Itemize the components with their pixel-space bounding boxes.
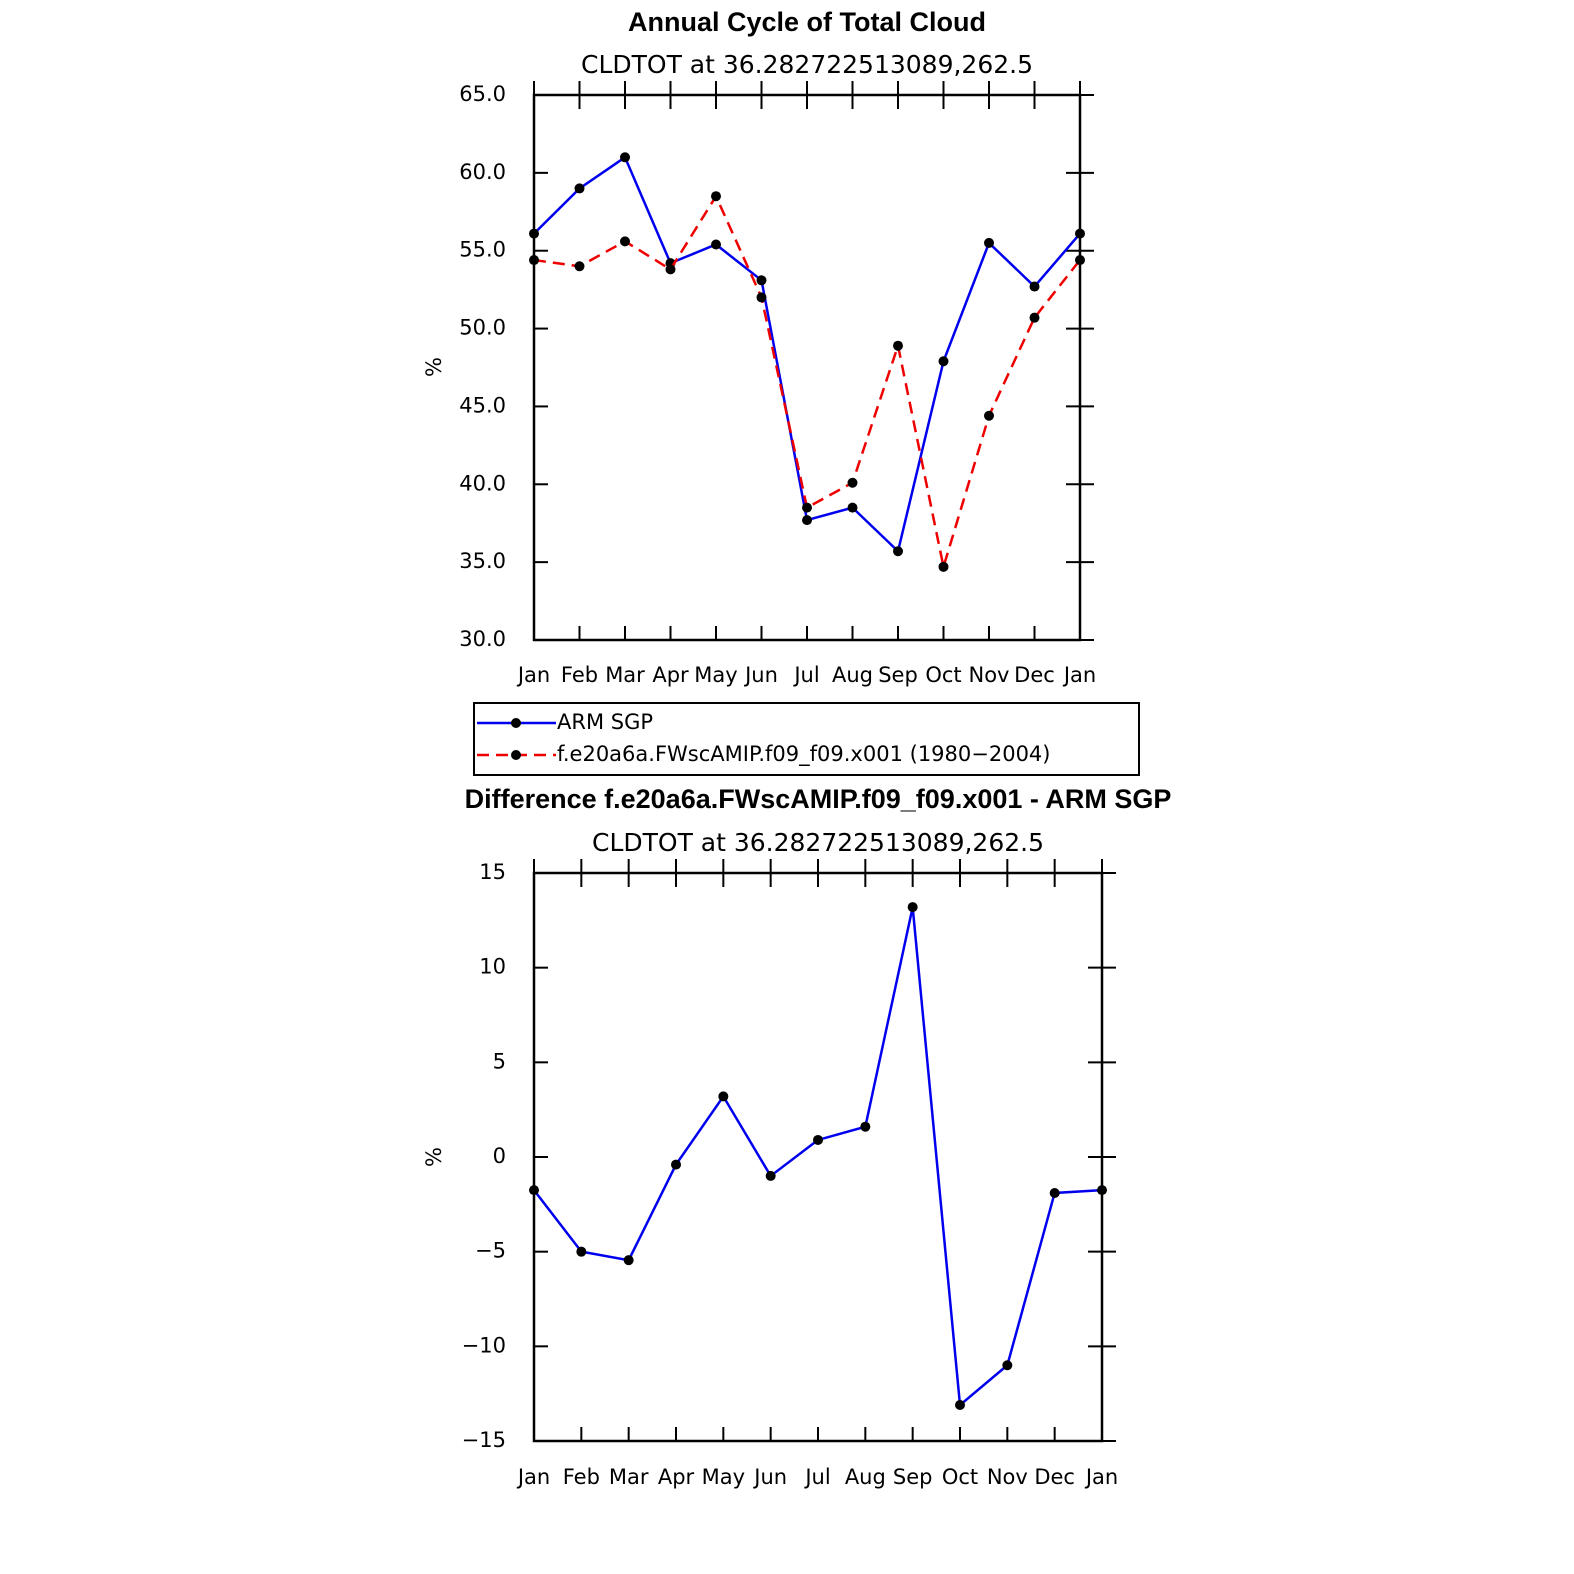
x-tick-label: Jan [1084, 1465, 1118, 1489]
x-tick-label: May [694, 663, 737, 687]
data-point [955, 1400, 965, 1411]
data-point [1075, 228, 1085, 239]
data-point [529, 228, 539, 239]
legend-dot [511, 750, 521, 760]
data-point [1029, 312, 1040, 323]
x-tick-label: Dec [1014, 663, 1055, 687]
data-point [711, 191, 721, 202]
legend-dot [511, 718, 521, 728]
data-point [574, 261, 585, 272]
data-point [1075, 255, 1085, 266]
data-point [576, 1246, 587, 1257]
data-point [529, 255, 539, 266]
data-point [847, 477, 858, 488]
data-point [893, 340, 903, 351]
legend-box [473, 702, 1140, 776]
y-tick-label: 15 [479, 860, 506, 884]
y-tick-label: 35.0 [459, 549, 506, 573]
data-point [671, 1159, 681, 1170]
y-tick-label: −15 [462, 1428, 506, 1452]
y-axis-label: % [422, 357, 446, 377]
series-line [533, 906, 1103, 1408]
data-point [665, 264, 676, 275]
x-tick-label: Feb [563, 1465, 600, 1489]
x-tick-label: Oct [942, 1465, 978, 1489]
chart-subtitle: CLDTOT at 36.282722513089,262.5 [592, 828, 1044, 857]
y-tick-label: 45.0 [459, 393, 506, 417]
data-point [718, 1091, 729, 1102]
series-line [533, 155, 1081, 554]
data-point [756, 275, 767, 286]
data-point [847, 502, 858, 513]
x-tick-label: Nov [969, 663, 1010, 687]
y-tick-label: 55.0 [459, 238, 506, 262]
chart-title: Annual Cycle of Total Cloud [628, 7, 986, 37]
x-tick-label: Jul [792, 663, 819, 687]
data-point [529, 1185, 539, 1196]
y-tick-label: 30.0 [459, 627, 506, 651]
data-point [907, 902, 918, 913]
data-point [623, 1255, 634, 1266]
x-tick-label: Feb [561, 663, 598, 687]
y-tick-label: −5 [475, 1239, 506, 1263]
x-tick-label: Jun [752, 1465, 787, 1489]
x-tick-label: Jan [1062, 663, 1096, 687]
x-tick-label: Dec [1034, 1465, 1075, 1489]
y-tick-label: −10 [462, 1333, 506, 1357]
data-point [620, 236, 630, 247]
data-point [893, 546, 903, 557]
chart-title: Difference f.e20a6a.FWscAMIP.f09_f09.x00… [465, 784, 1172, 814]
data-point [765, 1170, 776, 1181]
x-tick-label: Oct [925, 663, 961, 687]
x-tick-label: Mar [609, 1465, 649, 1489]
data-point [802, 515, 812, 526]
x-tick-label: Apr [652, 663, 689, 687]
legend-label: ARM SGP [557, 710, 653, 734]
y-tick-label: 65.0 [459, 82, 506, 106]
x-tick-label: Aug [832, 663, 873, 687]
y-tick-label: 50.0 [459, 316, 506, 340]
data-point [938, 561, 949, 572]
data-point [938, 356, 949, 367]
data-point [860, 1121, 871, 1132]
y-tick-label: 10 [479, 955, 506, 979]
data-point [813, 1134, 823, 1145]
data-point [1029, 281, 1040, 292]
x-tick-label: Apr [658, 1465, 695, 1489]
x-tick-label: Jul [803, 1465, 830, 1489]
y-tick-label: 0 [493, 1144, 506, 1168]
chart-subtitle: CLDTOT at 36.282722513089,262.5 [581, 50, 1033, 79]
x-tick-label: Jan [516, 1465, 550, 1489]
y-tick-label: 40.0 [459, 471, 506, 495]
data-point [984, 410, 994, 421]
data-point [802, 502, 812, 513]
x-tick-label: Mar [605, 663, 645, 687]
legend-label: f.e20a6a.FWscAMIP.f09_f09.x001 (1980−200… [557, 742, 1051, 767]
data-point [756, 292, 767, 303]
y-axis-label: % [422, 1147, 446, 1167]
x-tick-label: Nov [987, 1465, 1028, 1489]
y-tick-label: 5 [493, 1049, 506, 1073]
y-tick-label: 60.0 [459, 160, 506, 184]
data-point [984, 237, 994, 248]
x-tick-label: Sep [878, 663, 918, 687]
x-tick-label: Aug [845, 1465, 886, 1489]
plot-frame [532, 93, 1082, 642]
x-tick-label: Sep [893, 1465, 933, 1489]
x-tick-label: Jan [516, 663, 550, 687]
data-point [711, 239, 721, 250]
data-point [1049, 1187, 1060, 1198]
x-tick-label: Jun [743, 663, 778, 687]
data-point [1002, 1360, 1013, 1371]
plot-frame [532, 871, 1104, 1443]
data-point [1097, 1185, 1107, 1196]
data-point [620, 152, 630, 163]
data-point [574, 183, 585, 194]
x-tick-label: May [702, 1465, 745, 1489]
